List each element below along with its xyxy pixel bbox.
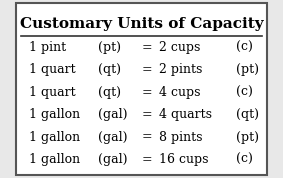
Text: 1 pint: 1 pint — [29, 41, 66, 54]
Text: (pt): (pt) — [236, 63, 259, 76]
Text: (c): (c) — [236, 153, 253, 166]
Text: (gal): (gal) — [98, 153, 128, 166]
Text: =: = — [142, 41, 152, 54]
Text: (qt): (qt) — [236, 108, 259, 121]
Text: (c): (c) — [236, 86, 253, 99]
Text: (c): (c) — [236, 41, 253, 54]
Text: (gal): (gal) — [98, 130, 128, 143]
Text: 16 cups: 16 cups — [159, 153, 209, 166]
Text: 1 gallon: 1 gallon — [29, 153, 80, 166]
Text: =: = — [142, 86, 152, 99]
Text: (pt): (pt) — [236, 130, 259, 143]
Text: 1 quart: 1 quart — [29, 86, 76, 99]
Text: 1 gallon: 1 gallon — [29, 108, 80, 121]
Text: =: = — [142, 63, 152, 76]
Text: (qt): (qt) — [98, 86, 121, 99]
Text: =: = — [142, 153, 152, 166]
Text: (gal): (gal) — [98, 108, 128, 121]
Text: 4 cups: 4 cups — [159, 86, 201, 99]
Text: =: = — [142, 130, 152, 143]
FancyBboxPatch shape — [16, 3, 267, 175]
Text: 8 pints: 8 pints — [159, 130, 203, 143]
Text: 2 cups: 2 cups — [159, 41, 201, 54]
Text: 4 quarts: 4 quarts — [159, 108, 213, 121]
Text: (qt): (qt) — [98, 63, 121, 76]
Text: 1 gallon: 1 gallon — [29, 130, 80, 143]
Text: =: = — [142, 108, 152, 121]
Text: 2 pints: 2 pints — [159, 63, 203, 76]
Text: 1 quart: 1 quart — [29, 63, 76, 76]
Text: Customary Units of Capacity: Customary Units of Capacity — [20, 17, 263, 31]
Text: (pt): (pt) — [98, 41, 121, 54]
